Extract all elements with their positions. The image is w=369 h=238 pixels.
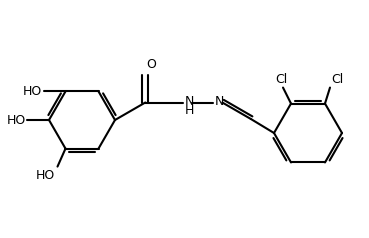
Text: Cl: Cl (331, 73, 343, 85)
Text: HO: HO (36, 169, 55, 182)
Text: N: N (214, 95, 224, 108)
Text: HO: HO (23, 85, 42, 98)
Text: H: H (184, 104, 194, 117)
Text: Cl: Cl (275, 73, 287, 85)
Text: N: N (184, 95, 194, 108)
Text: O: O (146, 59, 156, 71)
Text: HO: HO (7, 114, 26, 127)
